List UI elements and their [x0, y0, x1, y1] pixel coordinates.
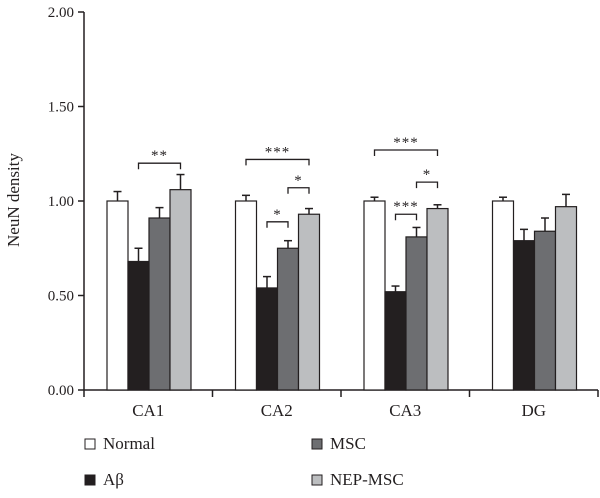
bar-nep-msc: [169, 189, 192, 391]
bar-msc: [276, 247, 300, 391]
y-axis-label: NeuN density: [4, 153, 23, 247]
significance-label: ***: [393, 199, 419, 215]
legend-swatch: [311, 474, 323, 486]
y-tick-label: 0.00: [48, 383, 74, 399]
legend-label: Normal: [103, 434, 155, 453]
bar-a-: [384, 291, 407, 391]
significance-label: **: [151, 148, 168, 164]
legend-swatch: [311, 438, 323, 450]
legend-swatch: [84, 438, 96, 450]
bar-msc: [533, 230, 557, 391]
significance-label: *: [294, 173, 303, 189]
significance-bracket: [137, 162, 182, 170]
bar-normal: [491, 200, 515, 391]
significance-label: ***: [393, 135, 419, 151]
significance-bracket: [245, 158, 310, 166]
x-tick-label: DG: [521, 401, 546, 420]
x-tick-label: CA1: [132, 401, 164, 420]
bar-msc: [148, 217, 171, 391]
legend-label: MSC: [330, 434, 366, 453]
legend-label: Aβ: [103, 470, 124, 489]
significance-bracket: [287, 187, 310, 194]
bar-msc: [405, 236, 428, 391]
y-tick-label: 0.50: [48, 289, 74, 305]
significance-bracket: [415, 181, 439, 189]
significance-label: *: [273, 207, 282, 223]
y-tick-label: 2.00: [48, 5, 74, 21]
legend-swatch: [84, 474, 96, 486]
bar-nep-msc: [554, 206, 578, 391]
bar-normal: [106, 200, 129, 391]
y-tick-label: 1.50: [48, 100, 74, 116]
significance-bracket: [394, 213, 418, 221]
bar-normal: [234, 200, 258, 391]
significance-bracket: [373, 149, 439, 156]
x-tick-label: CA3: [389, 401, 421, 420]
x-tick-label: CA2: [261, 401, 293, 420]
significance-bracket: [266, 221, 289, 228]
bar-normal: [363, 200, 386, 391]
bar-nep-msc: [297, 213, 321, 391]
legend-label: NEP-MSC: [330, 470, 404, 489]
bar-a-: [512, 240, 536, 391]
significance-label: *: [423, 167, 432, 183]
bar-a-: [255, 287, 279, 391]
bar-a-: [127, 260, 150, 391]
y-tick-label: 1.00: [48, 194, 74, 210]
significance-label: ***: [265, 144, 291, 160]
bar-nep-msc: [426, 207, 449, 391]
